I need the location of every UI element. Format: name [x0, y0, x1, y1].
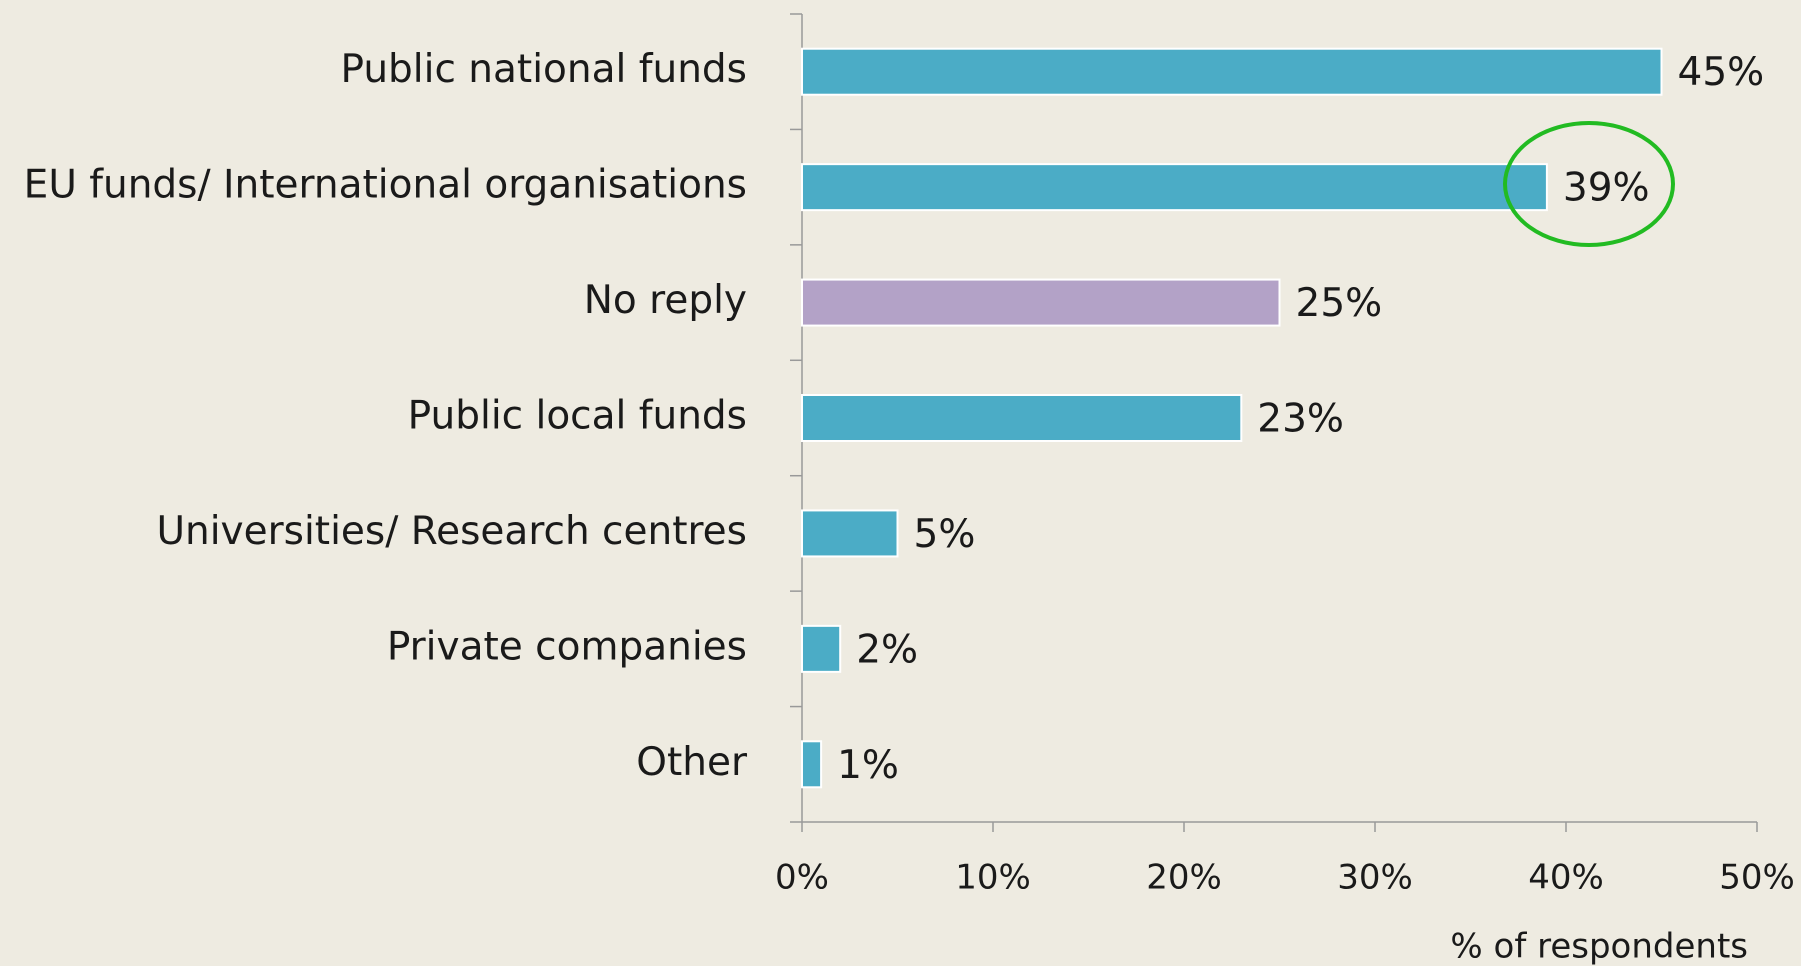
highlight-ellipse: [1503, 121, 1675, 247]
x-tick-label: 30%: [1337, 858, 1413, 898]
x-tick-label: 10%: [955, 858, 1031, 898]
y-tick-label: Other: [636, 740, 748, 785]
data-label: 39%: [1563, 166, 1650, 211]
data-label: 1%: [837, 743, 899, 788]
bar: [801, 509, 899, 558]
x-tick-label: 0%: [775, 858, 829, 898]
data-label: 45%: [1678, 50, 1765, 95]
x-tick-label: 40%: [1528, 858, 1604, 898]
y-tick-label: Private companies: [387, 624, 747, 669]
y-tick-label: Public national funds: [340, 47, 747, 92]
y-tick-label: Public local funds: [408, 394, 747, 439]
x-tick-label: 20%: [1146, 858, 1222, 898]
bar: [801, 624, 842, 673]
data-label: 23%: [1257, 397, 1344, 442]
data-label: 25%: [1296, 281, 1383, 326]
x-tick-label: 50%: [1719, 858, 1795, 898]
bar: [801, 740, 823, 789]
data-label: 5%: [914, 512, 976, 557]
bar: [801, 163, 1548, 212]
data-label: 2%: [856, 627, 918, 672]
x-axis-label: % of respondents: [1450, 927, 1748, 966]
y-tick-label: Universities/ Research centres: [156, 509, 747, 554]
bar: [801, 278, 1281, 327]
bar: [801, 394, 1243, 442]
bar: [801, 47, 1663, 96]
y-tick-label: No reply: [584, 278, 747, 323]
y-tick-label: EU funds/ International organisations: [24, 163, 747, 208]
